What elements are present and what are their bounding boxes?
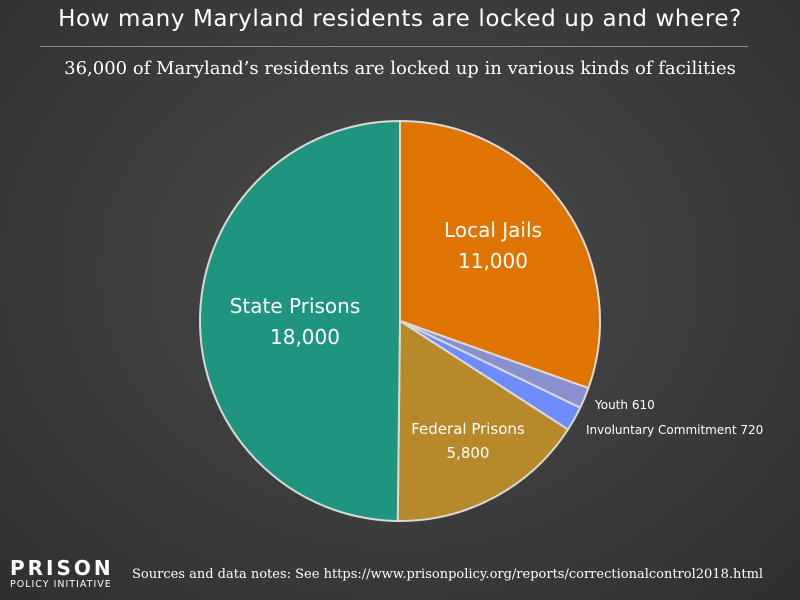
label-state-prisons-value: 18,000 [270,325,340,349]
label-youth-value: 610 [632,398,655,412]
pie-slices [199,120,601,522]
label-federal-prisons-value: 5,800 [447,444,490,462]
label-involuntary-commitment-value: 720 [740,423,763,437]
label-youth: Youth 610 [594,398,655,412]
title-divider [40,46,748,47]
label-youth-name: Youth [594,398,628,412]
chart-title: How many Maryland residents are locked u… [58,6,742,32]
slice-federal-prisons [396,320,570,522]
label-federal-prisons-name: Federal Prisons [411,420,525,438]
slice-local-jails [399,120,601,390]
pie-labels: Local Jails 11,000 State Prisons 18,000 … [230,218,764,462]
sources-note: Sources and data notes: See https://www.… [132,567,764,582]
logo-bottom-text: POLICY INITIATIVE [10,579,112,590]
slice-state-prisons [199,120,401,522]
label-involuntary-commitment: Involuntary Commitment 720 [586,423,763,437]
label-involuntary-commitment-name: Involuntary Commitment [586,423,737,437]
chart-subtitle: 36,000 of Maryland’s residents are locke… [64,58,736,79]
prison-policy-initiative-logo: PRISON POLICY INITIATIVE [10,558,114,592]
label-state-prisons-name: State Prisons [230,294,361,318]
label-local-jails-name: Local Jails [444,218,542,242]
logo-top-text: PRISON [10,556,114,580]
label-local-jails-value: 11,000 [458,249,528,273]
